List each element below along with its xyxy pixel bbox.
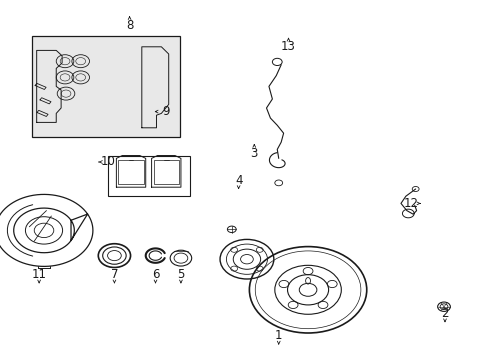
Text: 1: 1 [274, 329, 282, 342]
Text: 3: 3 [250, 147, 258, 159]
Text: 4: 4 [234, 174, 242, 186]
Text: 5: 5 [177, 268, 184, 281]
Bar [107, 156, 189, 196]
Text: 13: 13 [281, 40, 295, 53]
Text: 10: 10 [101, 156, 116, 168]
Text: 6: 6 [151, 268, 159, 281]
Text: 12: 12 [403, 197, 417, 210]
Text: 9: 9 [162, 105, 170, 118]
Bar [32, 36, 180, 137]
Text: 8: 8 [125, 19, 133, 32]
Text: 11: 11 [32, 268, 46, 281]
Text: 2: 2 [440, 307, 448, 320]
Bar [118, 160, 143, 184]
Text: 7: 7 [110, 268, 118, 281]
Bar [153, 160, 179, 184]
